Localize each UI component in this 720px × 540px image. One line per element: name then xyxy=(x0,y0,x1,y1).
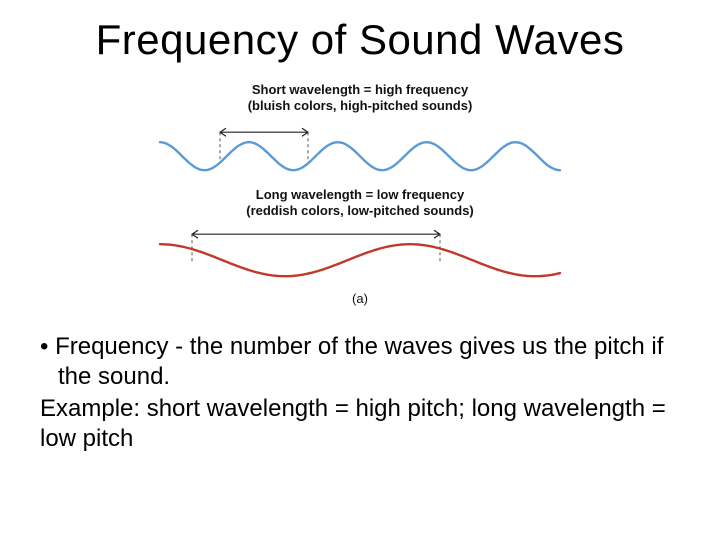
long-wave-caption: Long wavelength = low frequency (reddish… xyxy=(158,187,562,220)
long-caption-line2: (reddish colors, low-pitched sounds) xyxy=(246,203,474,218)
bullet-frequency: Frequency - the number of the waves give… xyxy=(58,332,680,392)
long-wave-graphic xyxy=(158,223,562,283)
slide-container: Frequency of Sound Waves Short wavelengt… xyxy=(0,0,720,540)
wave-diagram: Short wavelength = high frequency (bluis… xyxy=(150,76,570,310)
short-caption-line1: Short wavelength = high frequency xyxy=(252,82,468,97)
long-caption-line1: Long wavelength = low frequency xyxy=(256,187,464,202)
diagram-sublabel: (a) xyxy=(158,291,562,306)
short-wave-caption: Short wavelength = high frequency (bluis… xyxy=(158,82,562,115)
example-line: Example: short wavelength = high pitch; … xyxy=(40,394,680,454)
short-caption-line2: (bluish colors, high-pitched sounds) xyxy=(248,98,473,113)
short-wave-graphic xyxy=(158,119,562,179)
body-text: Frequency - the number of the waves give… xyxy=(40,332,680,454)
slide-title: Frequency of Sound Waves xyxy=(40,16,680,64)
